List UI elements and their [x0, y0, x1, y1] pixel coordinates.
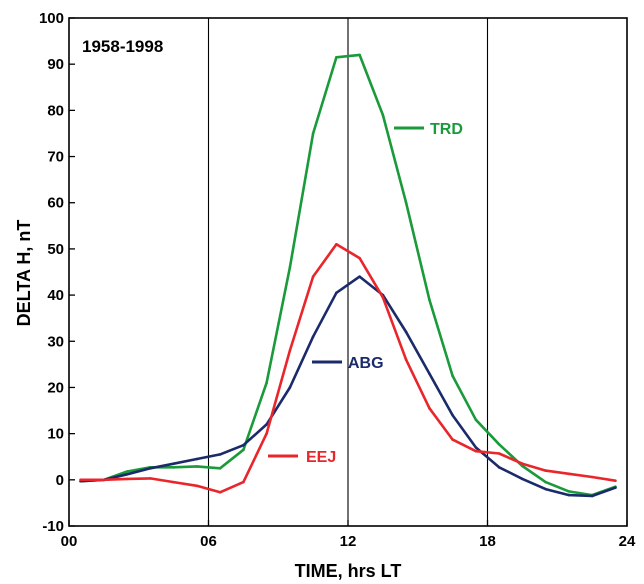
data-point-abg	[242, 443, 245, 447]
data-point-eej	[242, 480, 245, 484]
gridlines	[207, 18, 489, 526]
data-point-eej	[149, 477, 152, 480]
data-point-trd	[428, 298, 431, 302]
data-point-trd	[242, 448, 245, 452]
data-point-eej	[404, 358, 408, 362]
data-point-eej	[79, 478, 82, 482]
data-point-trd	[335, 55, 338, 59]
data-point-eej	[195, 484, 199, 488]
data-point-abg	[265, 423, 268, 426]
data-point-trd	[497, 442, 501, 446]
label-trd-text: TRD	[430, 121, 463, 138]
data-point-trd	[451, 374, 454, 378]
y-tick-label: 0	[56, 472, 64, 489]
data-point-abg	[497, 466, 501, 469]
y-tick-label: 40	[47, 287, 64, 304]
data-point-abg	[149, 466, 152, 470]
data-point-eej	[521, 462, 524, 465]
y-tick-label: 50	[47, 241, 64, 258]
data-point-trd	[358, 53, 361, 57]
data-point-trd	[311, 132, 315, 135]
x-axis-title: TIME, hrs LT	[295, 561, 402, 581]
data-point-abg	[288, 386, 292, 389]
y-axis-title: DELTA H, nT	[14, 220, 34, 327]
data-point-trd	[474, 418, 478, 422]
label-abg: ABG	[312, 355, 384, 372]
y-tick-label: 90	[47, 56, 64, 73]
data-point-eej	[218, 490, 222, 494]
data-point-abg	[125, 472, 129, 476]
data-point-abg	[544, 487, 547, 491]
data-point-trd	[125, 470, 129, 473]
data-point-eej	[497, 452, 501, 455]
data-point-abg	[218, 453, 222, 456]
y-tick-label: 80	[47, 102, 64, 119]
series-line-eej	[79, 243, 617, 494]
data-point-abg	[195, 457, 199, 461]
x-tick-label: 00	[61, 533, 78, 550]
data-point-abg	[521, 477, 524, 481]
data-point-eej	[125, 477, 129, 481]
series-line-abg	[79, 275, 617, 498]
data-point-abg	[335, 291, 338, 295]
label-eej-text: EEJ	[306, 449, 336, 466]
label-eej: EEJ	[268, 449, 336, 466]
data-point-trd	[381, 113, 385, 117]
data-point-abg	[567, 493, 571, 497]
data-point-abg	[311, 335, 315, 338]
x-tick-label: 12	[340, 533, 357, 550]
y-tick-label: -10	[42, 518, 64, 535]
data-point-eej	[265, 432, 268, 435]
data-point-abg	[451, 413, 454, 417]
data-point-eej	[567, 472, 571, 476]
data-point-abg	[428, 372, 431, 375]
data-point-eej	[358, 256, 361, 260]
x-tick-label: 06	[200, 533, 217, 550]
data-point-eej	[614, 479, 617, 483]
y-tick-label: 100	[39, 10, 64, 27]
data-point-eej	[381, 296, 385, 299]
series-line-trd	[79, 53, 617, 497]
data-point-trd	[544, 480, 547, 484]
data-point-eej	[590, 475, 594, 479]
data-point-eej	[544, 469, 547, 472]
data-point-eej	[335, 242, 338, 246]
data-point-eej	[428, 406, 431, 410]
y-axis-ticks: -10 0 10 20 30 40 50 60 70 80 90 100	[39, 10, 75, 535]
data-point-eej	[172, 480, 175, 484]
x-tick-label: 18	[479, 533, 496, 550]
data-point-trd	[172, 466, 175, 469]
data-point-abg	[590, 494, 594, 498]
data-point-abg	[404, 330, 408, 334]
y-tick-label: 30	[47, 333, 64, 350]
data-point-eej	[474, 449, 478, 453]
x-tick-label: 24	[619, 533, 636, 550]
data-point-eej	[311, 275, 315, 278]
label-trd: TRD	[394, 121, 463, 138]
data-point-trd	[218, 466, 222, 470]
data-point-trd	[195, 465, 199, 468]
y-tick-label: 20	[47, 379, 64, 396]
y-tick-label: 70	[47, 149, 64, 166]
y-tick-label: 10	[47, 426, 64, 443]
data-point-abg	[358, 275, 361, 278]
data-point-abg	[614, 486, 617, 489]
period-annotation: 1958-1998	[82, 37, 163, 56]
data-point-eej	[102, 478, 106, 482]
data-point-abg	[172, 462, 175, 465]
label-abg-text: ABG	[348, 355, 384, 372]
data-point-abg	[474, 446, 478, 449]
data-point-eej	[288, 349, 292, 352]
x-axis-ticks: 00 06 12 18 24	[61, 520, 636, 550]
data-point-trd	[265, 381, 268, 385]
data-point-trd	[521, 464, 524, 468]
data-point-eej	[451, 438, 454, 441]
series-lines	[79, 53, 617, 498]
y-tick-label: 60	[47, 195, 64, 212]
data-point-trd	[404, 201, 408, 205]
data-point-trd	[567, 490, 571, 493]
data-point-trd	[288, 266, 292, 269]
